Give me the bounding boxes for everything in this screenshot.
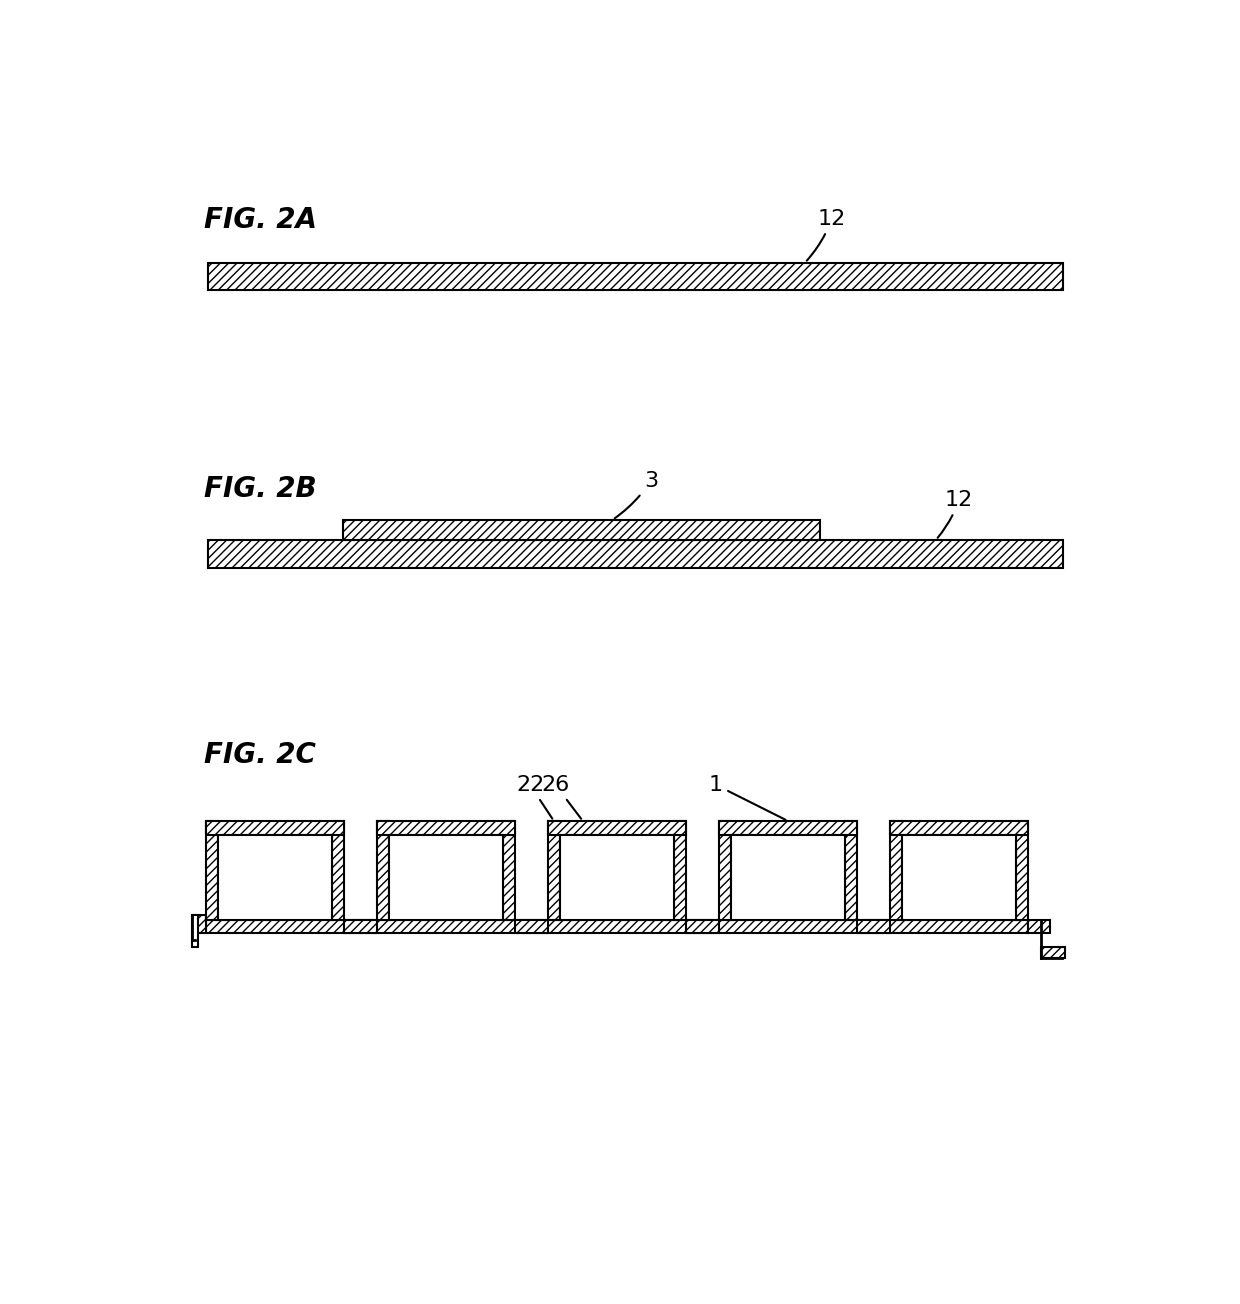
Bar bbox=[389, 835, 503, 919]
Bar bbox=[719, 822, 857, 835]
Bar bbox=[889, 822, 901, 919]
Text: FIG. 2A: FIG. 2A bbox=[205, 206, 317, 233]
Bar bbox=[901, 835, 1016, 919]
Bar bbox=[343, 520, 821, 540]
Bar bbox=[206, 822, 218, 919]
Bar bbox=[195, 915, 206, 934]
Bar bbox=[686, 919, 719, 934]
Bar bbox=[218, 835, 332, 919]
Text: 3: 3 bbox=[615, 471, 658, 518]
Bar bbox=[345, 919, 377, 934]
Text: 22: 22 bbox=[516, 775, 552, 819]
Text: 26: 26 bbox=[542, 775, 582, 819]
Text: 12: 12 bbox=[807, 209, 846, 261]
Bar bbox=[675, 822, 686, 919]
Bar bbox=[889, 822, 1028, 835]
Bar bbox=[206, 822, 345, 835]
Bar bbox=[192, 915, 198, 947]
Text: 12: 12 bbox=[937, 490, 973, 537]
Bar bbox=[719, 822, 732, 919]
Bar bbox=[1040, 947, 1065, 958]
Bar bbox=[377, 822, 516, 835]
Bar bbox=[208, 262, 1063, 291]
Bar bbox=[857, 919, 889, 934]
Bar bbox=[377, 822, 389, 919]
Bar bbox=[560, 835, 675, 919]
Bar bbox=[332, 822, 345, 919]
Bar bbox=[208, 540, 1063, 567]
Text: 1: 1 bbox=[708, 775, 785, 820]
Text: FIG. 2C: FIG. 2C bbox=[205, 741, 316, 769]
Bar bbox=[548, 822, 686, 835]
Bar bbox=[548, 822, 560, 919]
Bar bbox=[516, 919, 548, 934]
Bar bbox=[503, 822, 516, 919]
Bar bbox=[1028, 919, 1050, 934]
Bar bbox=[730, 835, 844, 919]
Bar bbox=[844, 822, 857, 919]
Bar bbox=[1016, 822, 1028, 919]
Bar bbox=[206, 919, 1028, 934]
Text: FIG. 2B: FIG. 2B bbox=[205, 475, 317, 503]
